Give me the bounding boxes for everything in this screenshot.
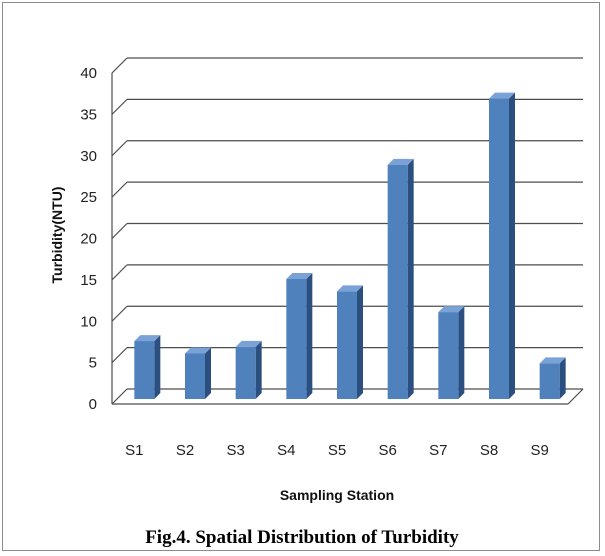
gridline-depth xyxy=(111,140,128,157)
bar-side xyxy=(306,273,313,399)
bar-front xyxy=(185,353,205,399)
bar-top xyxy=(235,340,262,347)
bars xyxy=(134,92,566,400)
bar-top xyxy=(185,347,211,354)
x-tick-label: S6 xyxy=(378,442,396,459)
bar-top xyxy=(489,92,515,99)
x-tick-label: S1 xyxy=(125,442,143,459)
y-tick-label: 15 xyxy=(80,272,97,289)
bar-S2 xyxy=(185,347,211,399)
gridline-depth xyxy=(111,305,128,322)
x-tick-label: S9 xyxy=(530,442,548,459)
gridline-depth xyxy=(111,181,128,198)
bar-front xyxy=(489,98,509,400)
gridline-depth xyxy=(111,57,128,74)
y-axis-ticks: 0 5 10 15 20 25 30 35 40 xyxy=(80,65,97,413)
bar-side xyxy=(509,92,515,400)
x-tick-label: S4 xyxy=(277,442,295,459)
bar-top xyxy=(134,335,161,342)
gridline-depth xyxy=(111,264,128,281)
bar-front xyxy=(438,312,459,399)
bar-top xyxy=(438,306,465,313)
y-axis-title: Turbidity(NTU) xyxy=(49,187,65,284)
bar-S1 xyxy=(134,335,161,399)
y-tick-label: 20 xyxy=(80,231,97,248)
bar-front xyxy=(387,164,408,399)
y-tick-label: 40 xyxy=(80,65,97,82)
bar-S5 xyxy=(337,285,363,399)
bar-front xyxy=(235,346,256,399)
bar-top xyxy=(539,357,566,364)
gridline-depth xyxy=(111,223,128,239)
gridline-depth xyxy=(111,388,128,405)
x-tick-label: S8 xyxy=(480,442,498,459)
y-tick-label: 10 xyxy=(80,313,97,330)
y-tick-label: 5 xyxy=(89,355,97,372)
bar-S7 xyxy=(438,306,465,399)
bar-S8 xyxy=(489,92,515,400)
bar-front xyxy=(134,341,155,399)
bar-S6 xyxy=(387,158,414,399)
bar-front xyxy=(337,291,357,399)
bar-side xyxy=(357,285,363,399)
bar-side xyxy=(205,347,211,399)
figure-caption: Fig.4. Spatial Distribution of Turbidity xyxy=(145,527,459,548)
x-tick-label: S2 xyxy=(176,442,194,459)
gridline-depth xyxy=(111,347,128,364)
y-tick-label: 0 xyxy=(89,396,97,413)
bar-side xyxy=(154,335,161,399)
bar-S9 xyxy=(539,357,566,399)
y-tick-label: 30 xyxy=(80,148,97,165)
x-tick-label: S7 xyxy=(429,442,447,459)
x-axis-ticks: S1 S2 S3 S4 S5 S6 S7 S8 S9 xyxy=(125,442,549,459)
y-tick-label: 25 xyxy=(80,189,97,206)
x-tick-label: S3 xyxy=(226,442,244,459)
x-axis-title: Sampling Station xyxy=(280,487,394,503)
x-tick-label: S5 xyxy=(328,442,346,459)
y-tick-label: 35 xyxy=(80,106,97,123)
bar-front xyxy=(539,363,560,399)
bar-S3 xyxy=(235,340,262,399)
gridline-depth xyxy=(111,98,128,115)
bar-side xyxy=(559,357,566,399)
bar-top xyxy=(387,158,414,165)
bar-side xyxy=(458,306,465,399)
bar-side xyxy=(255,340,262,399)
bar-S4 xyxy=(286,273,313,399)
bar-side xyxy=(407,158,414,399)
bar-front xyxy=(286,279,307,399)
floor-right-edge xyxy=(567,388,584,405)
bar-top xyxy=(286,273,313,280)
bar-top xyxy=(337,285,363,292)
